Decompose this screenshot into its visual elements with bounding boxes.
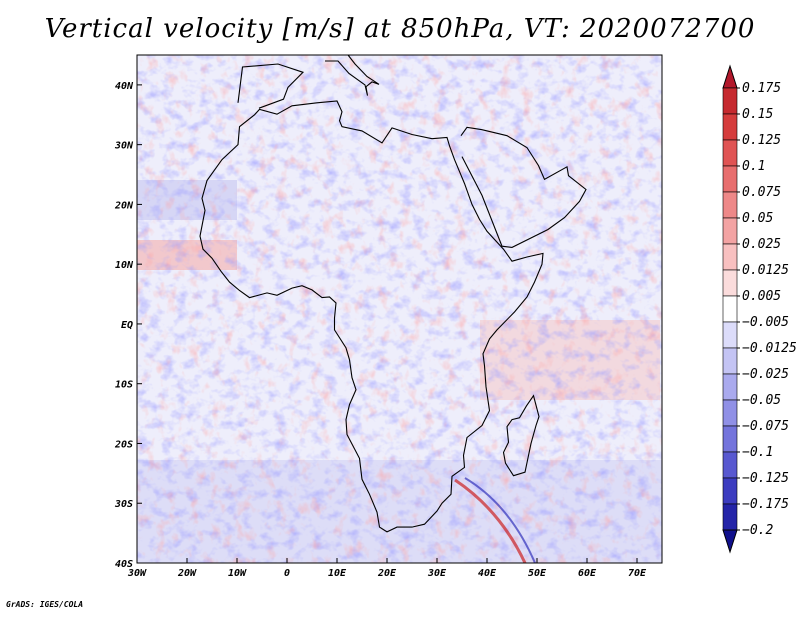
- colorbar-level-label: 0.1: [742, 159, 765, 174]
- x-tick-label: 0: [284, 568, 290, 579]
- colorbar-swatch: [722, 373, 738, 401]
- colorbar-level-label: −0.2: [742, 523, 773, 538]
- colorbar-level-label: −0.0125: [742, 341, 797, 356]
- colorbar-level-label: −0.025: [742, 367, 789, 382]
- colorbar-level-label: 0.125: [742, 133, 781, 148]
- x-tick-label: 20E: [377, 568, 397, 579]
- colorbar-level-label: 0.15: [742, 107, 773, 122]
- y-tick-label: 20N: [114, 200, 134, 211]
- x-tick-label: 50E: [528, 568, 547, 579]
- x-axis: 30W 20W 10W 0 10E 20E 30E 40E 50E 60E 70E: [127, 558, 647, 579]
- colorbar-level-label: −0.05: [742, 393, 781, 408]
- x-tick-label: 40E: [478, 568, 497, 579]
- colorbar-swatch: [722, 165, 738, 193]
- colorbar-swatch: [722, 87, 738, 115]
- arabia-coastline: [460, 126, 587, 248]
- y-tick-label: 20S: [114, 439, 133, 450]
- colorbar-swatch: [722, 321, 738, 349]
- y-tick-label: 30S: [114, 499, 133, 510]
- velocity-field: [137, 55, 662, 563]
- colorbar-swatch: [722, 425, 738, 453]
- colorbar-level-label: −0.1: [742, 445, 773, 460]
- colorbar-swatch: [722, 243, 738, 271]
- colorbar-level-label: −0.075: [742, 419, 789, 434]
- colorbar-level-label: 0.175: [742, 81, 781, 96]
- colorbar-swatch: [722, 139, 738, 167]
- madagascar-coastline: [502, 394, 540, 477]
- colorbar-swatch: [722, 451, 738, 479]
- y-tick-label: 10S: [115, 380, 133, 391]
- colorbar-swatch: [722, 503, 738, 531]
- colorbar-level-label: −0.005: [742, 315, 789, 330]
- colorbar-swatch: [722, 477, 738, 505]
- colorbar-over-arrow: [722, 64, 738, 89]
- x-tick-label: 70E: [628, 568, 647, 579]
- x-tick-label: 60E: [578, 568, 597, 579]
- italy-coastline: [325, 55, 380, 96]
- y-tick-label: 40N: [115, 81, 134, 92]
- x-tick-label: 30W: [127, 568, 147, 579]
- colorbar-swatch: [722, 191, 738, 219]
- colorbar-level-label: −0.125: [742, 471, 789, 486]
- iberia-coastline: [237, 63, 305, 109]
- x-tick-label: 10E: [328, 568, 347, 579]
- colorbar-swatch: [722, 347, 738, 375]
- y-tick-label: 40S: [115, 559, 133, 570]
- colorbar-level-label: 0.025: [742, 237, 781, 252]
- y-tick-label: 10N: [115, 260, 134, 271]
- colorbar-under-arrow: [722, 529, 738, 554]
- y-tick-label: EQ: [121, 320, 133, 331]
- africa-coastline: [199, 100, 544, 533]
- x-tick-label: 30E: [427, 568, 447, 579]
- footer-credit: GrADS: IGES/COLA: [6, 600, 84, 609]
- colorbar: 0.175 0.15 0.125 0.1 0.075 0.05 0.025 0.0125 0.0…: [722, 64, 797, 554]
- colorbar-level-label: 0.05: [742, 211, 773, 226]
- colorbar-level-label: 0.0125: [742, 263, 789, 278]
- map-title: Vertical velocity [m/s] at 850hPa, VT: 2…: [44, 14, 756, 44]
- x-tick-label: 10W: [228, 568, 247, 579]
- colorbar-swatch: [722, 113, 738, 141]
- colorbar-swatch: [722, 399, 738, 427]
- colorbar-level-label: 0.005: [742, 289, 781, 304]
- y-tick-label: 30N: [114, 141, 134, 152]
- colorbar-swatch: [722, 217, 738, 245]
- colorbar-level-label: 0.075: [742, 185, 781, 200]
- y-axis: 40N 30N 20N 10N EQ 10S 20S 30S 40S: [114, 81, 142, 570]
- colorbar-swatch: [722, 295, 738, 323]
- colorbar-level-label: −0.175: [742, 497, 789, 512]
- colorbar-swatch: [722, 269, 738, 297]
- x-tick-label: 20W: [177, 568, 197, 579]
- map-frame: [136, 54, 663, 564]
